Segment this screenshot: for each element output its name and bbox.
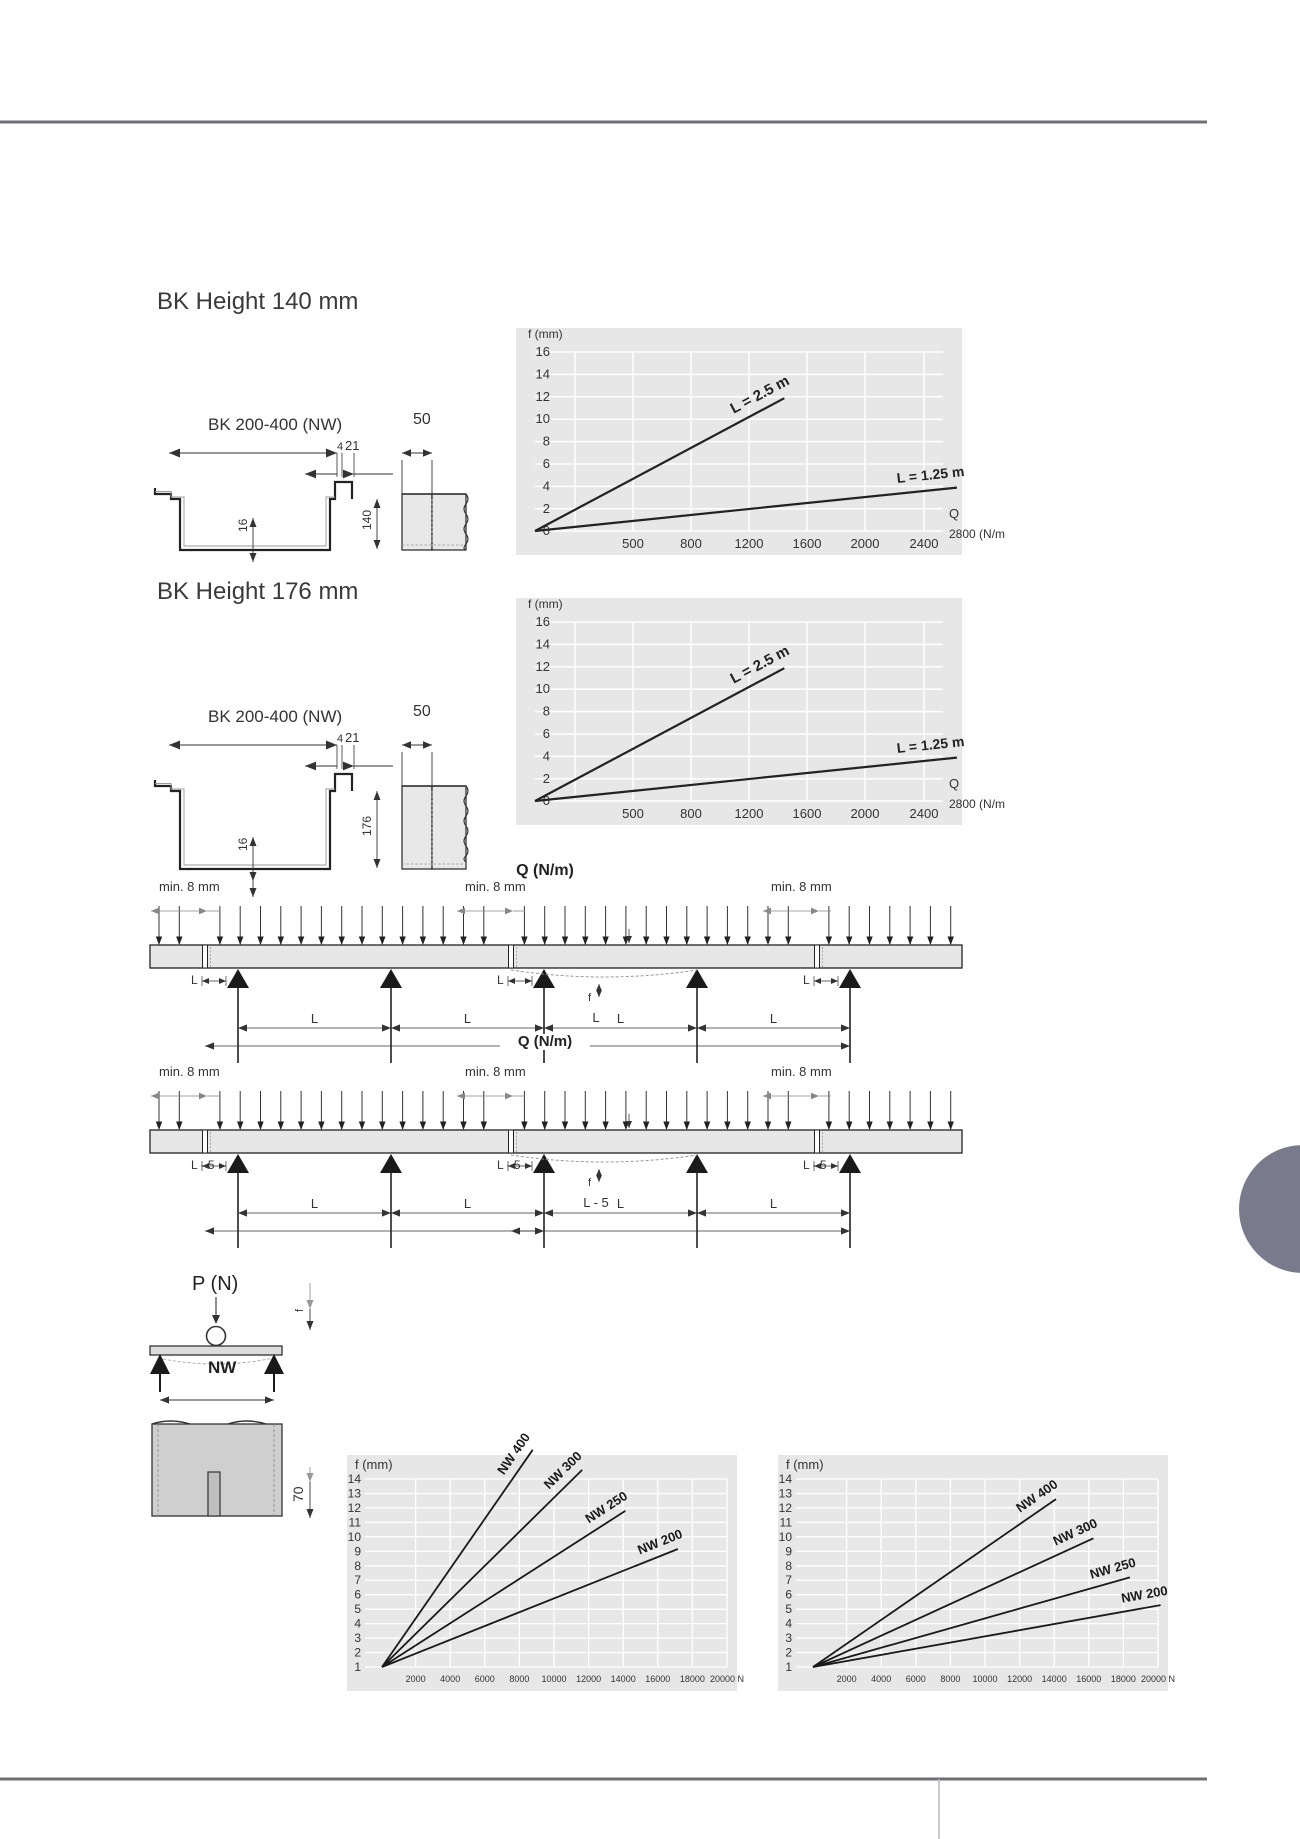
svg-text:Q (N/m): Q (N/m): [518, 1033, 572, 1050]
svg-text:Q (N/m): Q (N/m): [516, 862, 574, 879]
